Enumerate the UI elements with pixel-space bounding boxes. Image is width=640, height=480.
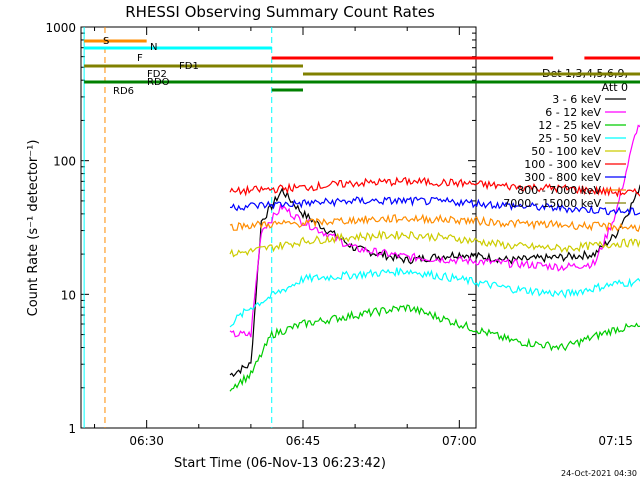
series-line xyxy=(229,304,640,392)
x-tick-label: 06:30 xyxy=(129,434,164,448)
flag-label: RDO xyxy=(147,77,170,88)
series-line xyxy=(229,229,640,258)
legend-label: 7000 - 15000 keV xyxy=(503,197,601,210)
flag-label: RD6 xyxy=(113,86,134,97)
series-line xyxy=(229,176,640,198)
x-tick-label: 07:00 xyxy=(442,434,477,448)
legend-label: 12 - 25 keV xyxy=(538,119,601,132)
series-line xyxy=(229,196,640,216)
chart-title: RHESSI Observing Summary Count Rates xyxy=(125,3,435,21)
x-axis-label: Start Time (06-Nov-13 06:23:42) xyxy=(174,456,386,471)
y-tick-label: 100 xyxy=(53,155,76,169)
flag-label: N xyxy=(150,42,157,53)
y-tick-label: 1 xyxy=(68,422,76,436)
y-tick-label: 1000 xyxy=(45,21,76,35)
y-tick-label: 10 xyxy=(61,288,76,302)
legend-label: 300 - 800 keV xyxy=(524,171,601,184)
legend-title-line2: Att 0 xyxy=(602,81,628,94)
plot-frame xyxy=(80,26,477,429)
series-line xyxy=(229,213,640,233)
legend-label: 3 - 6 keV xyxy=(552,93,601,106)
flag-label: F xyxy=(137,53,143,64)
legend-label: 800 - 7000 keV xyxy=(517,184,601,197)
plot-area: 110100100006:3006:4507:0007:1507:3007:45… xyxy=(45,21,640,448)
series-line xyxy=(229,184,640,378)
flag-label: FD1 xyxy=(179,61,199,72)
series-line xyxy=(229,123,640,338)
legend-label: 100 - 300 keV xyxy=(524,158,601,171)
footer-date: 24-Oct-2021 04:30 xyxy=(561,469,637,478)
y-axis-label: Count Rate (s⁻¹ detector⁻¹) xyxy=(26,140,41,317)
legend-label: 6 - 12 keV xyxy=(545,106,601,119)
x-tick-label: 07:15 xyxy=(598,434,633,448)
flag-label: FD2 xyxy=(147,69,167,80)
legend-label: 25 - 50 keV xyxy=(538,132,601,145)
x-tick-label: 06:45 xyxy=(286,434,321,448)
legend-label: 50 - 100 keV xyxy=(531,145,601,158)
series-line xyxy=(229,267,640,328)
flag-label: S xyxy=(103,36,109,47)
